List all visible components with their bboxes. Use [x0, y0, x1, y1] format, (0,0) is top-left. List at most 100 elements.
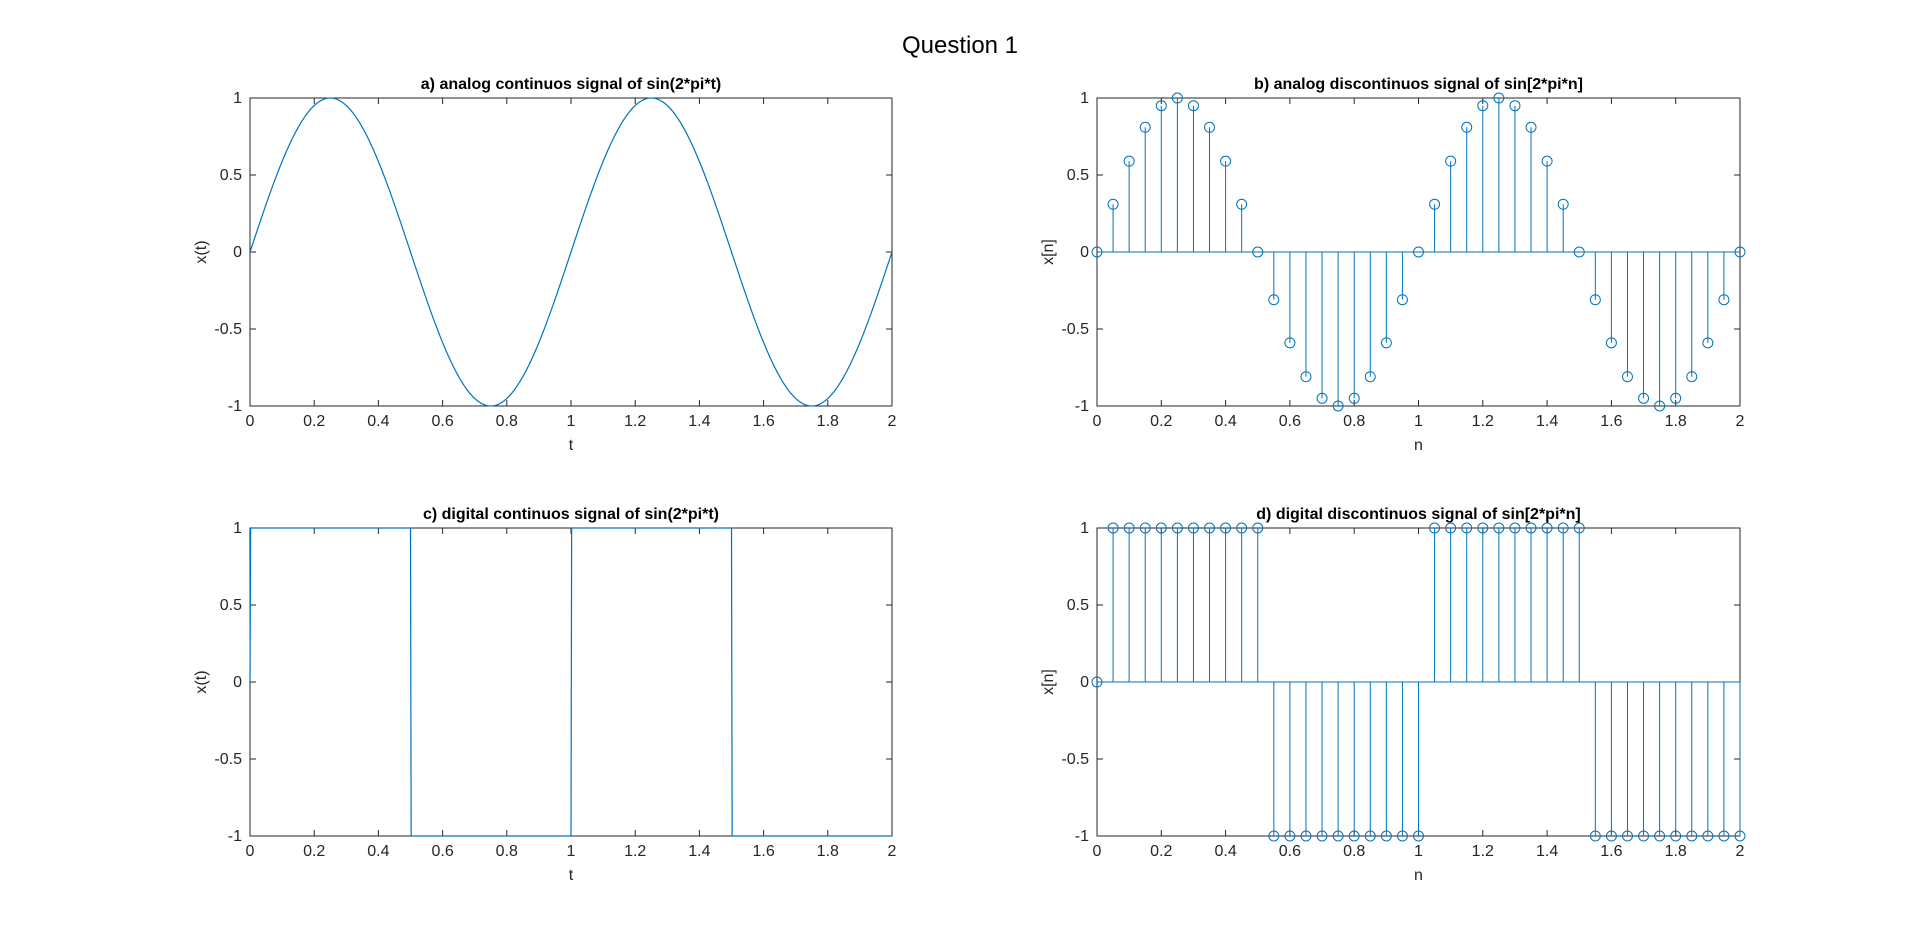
stem-marker: [1220, 522, 1232, 534]
x-tick-label: 1.4: [1536, 843, 1558, 860]
y-tick-label: -0.5: [1061, 751, 1089, 768]
stem-marker: [1187, 522, 1199, 534]
y-axis-label: x(t): [193, 240, 210, 263]
x-tick-label: 1.2: [1472, 843, 1494, 860]
x-tick-label: 1: [567, 843, 576, 860]
stem-marker: [1477, 522, 1489, 534]
stem-marker: [1686, 371, 1698, 383]
stem-marker: [1670, 830, 1682, 842]
x-tick-label: 0.4: [1214, 843, 1236, 860]
y-tick-label: 0.5: [220, 597, 242, 614]
x-tick-label: 0.6: [1279, 843, 1301, 860]
stem-marker: [1445, 522, 1457, 534]
stem-marker: [1541, 155, 1553, 167]
x-axis-label: t: [569, 867, 574, 884]
stem-marker: [1734, 246, 1746, 258]
stem-marker: [1236, 522, 1248, 534]
x-tick-label: 0.4: [367, 843, 389, 860]
stem-marker: [1284, 337, 1296, 349]
stem-marker: [1204, 121, 1216, 133]
subplot-a: 0 0.2 0.4 0.6 0.8 1 1.2 1.4 1.6 1.8 2 -1 -0.5 0 0.5 1 a)…: [193, 76, 897, 454]
stem-marker: [1123, 522, 1135, 534]
x-tick-label: 1.8: [1665, 413, 1687, 430]
y-axis-label: x[n]: [1040, 669, 1057, 695]
stem-marker: [1557, 198, 1569, 210]
stem-marker: [1461, 522, 1473, 534]
series-line: [249, 97, 893, 407]
stem-marker: [1718, 294, 1730, 306]
x-axis-label: t: [569, 437, 574, 454]
stem-marker: [1557, 522, 1569, 534]
y-tick-label: -1: [1075, 398, 1089, 415]
x-tick-label: 0: [246, 413, 255, 430]
x-tick-label: 1.6: [752, 413, 774, 430]
stem-marker: [1220, 155, 1232, 167]
y-tick-label: 0: [233, 244, 242, 261]
x-tick-label: 0.8: [1343, 843, 1365, 860]
stem-marker: [1364, 371, 1376, 383]
y-tick-label: 1: [1080, 520, 1089, 537]
subplot-title: a) analog continuos signal of sin(2*pi*t…: [421, 76, 721, 93]
x-tick-label: 2: [888, 843, 897, 860]
stem-marker: [1332, 400, 1344, 412]
stem-marker: [1348, 392, 1360, 404]
stem-marker: [1605, 830, 1617, 842]
stem-marker: [1525, 522, 1537, 534]
stem-marker: [1300, 830, 1312, 842]
x-tick-label: 0.8: [1343, 413, 1365, 430]
stem-marker: [1284, 830, 1296, 842]
x-tick-label: 0.2: [1150, 843, 1172, 860]
y-tick-label: 1: [233, 520, 242, 537]
x-tick-label: 1.8: [817, 413, 839, 430]
x-tick-label: 1.4: [688, 413, 710, 430]
stem-marker: [1396, 830, 1408, 842]
stem-marker: [1091, 676, 1103, 688]
subplot-title: c) digital continuos signal of sin(2*pi*…: [423, 506, 719, 523]
x-tick-label: 1: [1414, 413, 1423, 430]
stem-marker: [1316, 392, 1328, 404]
stem-marker: [1429, 198, 1441, 210]
y-axis-label: x[n]: [1040, 239, 1057, 265]
x-tick-label: 0.2: [1150, 413, 1172, 430]
x-tick-label: 2: [1736, 413, 1745, 430]
stem-marker: [1332, 830, 1344, 842]
stem-marker: [1091, 246, 1103, 258]
stem-marker: [1139, 121, 1151, 133]
y-tick-label: 1: [233, 90, 242, 107]
stem-marker: [1139, 522, 1151, 534]
y-tick-label: 0: [233, 674, 242, 691]
y-tick-label: 1: [1080, 90, 1089, 107]
stem-marker: [1268, 830, 1280, 842]
x-tick-label: 1.4: [688, 843, 710, 860]
y-tick-label: 0: [1080, 244, 1089, 261]
stem-marker: [1509, 100, 1521, 112]
subplot-d: 0 0.2 0.4 0.6 0.8 1 1.2 1.4 1.6 1.8 2 -1 -0.5 0 0.5 1 d)…: [1040, 506, 1746, 884]
subplot-title: b) analog discontinuos signal of sin[2*p…: [1254, 76, 1583, 93]
subplot-title: d) digital discontinuos signal of sin[2*…: [1256, 506, 1580, 523]
x-tick-label: 0.4: [367, 413, 389, 430]
y-tick-label: 0.5: [220, 167, 242, 184]
stem-marker: [1493, 522, 1505, 534]
series-line: [249, 527, 892, 837]
x-tick-label: 0: [1093, 843, 1102, 860]
x-tick-label: 1.6: [1600, 413, 1622, 430]
x-tick-label: 0.8: [496, 843, 518, 860]
x-axis-label: n: [1414, 437, 1423, 454]
y-tick-label: -0.5: [1061, 321, 1089, 338]
stem-marker: [1396, 294, 1408, 306]
stem-marker: [1413, 830, 1424, 842]
stem-marker: [1204, 522, 1216, 534]
stem-marker: [1702, 830, 1714, 842]
y-tick-label: -1: [1075, 828, 1089, 845]
x-tick-label: 0.8: [496, 413, 518, 430]
stem-marker: [1621, 830, 1633, 842]
stem-marker: [1654, 830, 1666, 842]
stem-marker: [1605, 337, 1617, 349]
y-tick-label: -1: [228, 398, 242, 415]
stem-marker: [1187, 100, 1199, 112]
x-tick-label: 2: [888, 413, 897, 430]
stem-marker: [1107, 198, 1119, 210]
stem-marker: [1589, 294, 1601, 306]
y-tick-label: -1: [228, 828, 242, 845]
